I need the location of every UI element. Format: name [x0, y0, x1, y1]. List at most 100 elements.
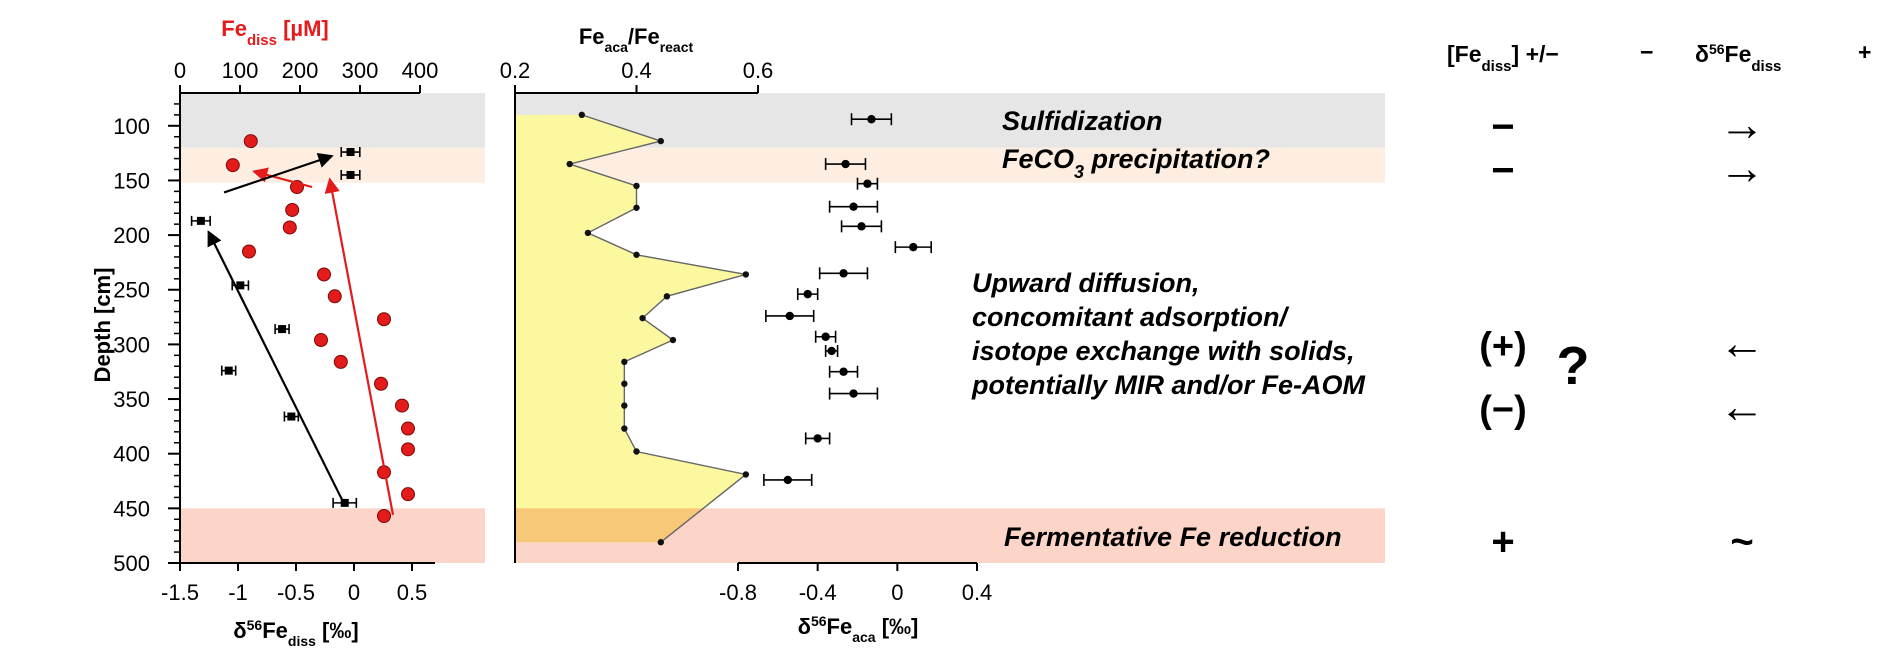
zone-band-right-1 — [515, 147, 1385, 183]
ratio-point — [621, 380, 628, 387]
fe-diss-point — [374, 376, 388, 391]
ratio-point — [663, 293, 671, 300]
summary-fe-symbol-1: − — [1491, 149, 1514, 193]
summary-rows: − → − → (+) ← (−) ← + ~ — [1479, 98, 1765, 564]
fe-diss-point — [395, 398, 409, 413]
fe-diss-point — [243, 134, 258, 149]
data-marks — [190, 111, 932, 546]
fe-diss-point — [282, 220, 297, 235]
zone-band-left-0 — [180, 93, 485, 148]
d56-aca-axis-title: δ56Feaca [‰] — [798, 613, 919, 645]
d56aca-point — [863, 179, 872, 188]
summary-question: ? — [1557, 336, 1590, 396]
fe-diss-axis-title: Fediss [µM] — [221, 16, 328, 49]
fe-diss-point — [377, 312, 391, 327]
zone-band-left-1 — [180, 147, 485, 183]
d56aca-point — [785, 311, 794, 321]
ratio-point — [584, 229, 592, 237]
d56diss-tick-label: 0.5 — [397, 580, 428, 605]
d56diss-point — [278, 325, 287, 334]
trend-arrow-0 — [324, 177, 395, 516]
summary-delta-symbol-1: → — [1719, 142, 1765, 194]
d56diss-tick-label: -0.5 — [277, 580, 315, 605]
d56diss-tick-label: -1.5 — [161, 580, 199, 605]
fe-diss-point — [317, 267, 331, 282]
d56diss-point — [346, 148, 355, 157]
fe-diss-point — [242, 244, 256, 259]
depth-tick-label: 400 — [113, 442, 150, 467]
d56aca-point — [849, 202, 858, 211]
depth-tick-label: 250 — [113, 278, 150, 303]
d56diss-point — [236, 281, 245, 290]
ratio-point — [669, 336, 677, 344]
d56diss-tick-label: -1 — [228, 580, 248, 605]
zone-label-upward-2: concomitant adsorption/ — [972, 302, 1290, 332]
fe-diss-point — [327, 289, 342, 304]
fe-ratio-axis-title: Feaca/Fereact — [579, 24, 694, 55]
fe-tick-label: 400 — [402, 58, 439, 83]
depth-axis-title: Depth [cm] — [90, 268, 115, 383]
d56diss-tick-label: 0 — [348, 580, 360, 605]
ratio-point — [633, 182, 640, 190]
d56diss-point — [196, 216, 205, 225]
fe-tick-label: 0 — [174, 58, 186, 83]
ratio-point — [639, 314, 646, 322]
d56aca-tick-label: 0.4 — [962, 580, 993, 605]
ratio-tick-label: 0.6 — [743, 58, 774, 83]
ratio-point — [657, 539, 664, 546]
fe-diss-point — [333, 354, 348, 369]
ratio-tick-label: 0.2 — [500, 58, 531, 83]
d56diss-point — [287, 412, 296, 421]
summary-header-delta: δ56Fediss — [1695, 41, 1781, 75]
summary-header-minus: − — [1640, 39, 1653, 65]
d56aca-point — [827, 346, 836, 356]
d56diss-point — [224, 366, 233, 375]
d56aca-point — [849, 389, 858, 398]
trend-arrow-2 — [207, 230, 346, 506]
ratio-point — [633, 251, 640, 258]
fe-diss-point — [225, 158, 240, 173]
depth-tick-label: 500 — [113, 551, 150, 576]
depth-tick-label: 150 — [113, 168, 150, 193]
d56aca-tick-label: -0.8 — [719, 580, 757, 605]
ratio-point — [566, 160, 573, 168]
d56-aca-axis: -0.8 -0.4 0 0.4 — [719, 562, 993, 605]
d56aca-point — [803, 289, 812, 299]
ratio-point — [742, 471, 750, 478]
fe-diss-point — [285, 202, 300, 217]
ratio-point — [621, 402, 628, 409]
zone-label-upward-4: potentially MIR and/or Fe-AOM — [971, 370, 1366, 400]
d56-diss-axis: -1.5 -1 -0.5 0 0.5 — [161, 562, 435, 605]
d56aca-tick-label: 0 — [891, 580, 903, 605]
zone-label-feco3: FeCO3 precipitation? — [1002, 144, 1270, 182]
d56aca-point — [783, 475, 792, 485]
zone-label-upward-3: isotope exchange with solids, — [972, 336, 1355, 366]
summary-delta-symbol-4: ~ — [1730, 520, 1753, 564]
trend-arrows — [207, 153, 395, 516]
d56-diss-axis-title: δ56Fediss [‰] — [233, 617, 358, 649]
summary-header-plus: + — [1858, 39, 1871, 65]
d56aca-point — [857, 222, 866, 231]
ratio-point — [621, 358, 628, 366]
d56aca-point — [813, 434, 822, 443]
d56diss-point — [346, 170, 355, 179]
fe-tick-label: 200 — [282, 58, 319, 83]
summary-fe-symbol-2: (+) — [1479, 325, 1527, 367]
zone-bands — [180, 93, 1385, 563]
d56aca-point — [821, 332, 830, 341]
depth-axis: 100 150 200 250 300 350 400 450 500 — [113, 93, 181, 576]
summary-fe-symbol-0: − — [1491, 105, 1514, 149]
ratio-point — [621, 425, 628, 432]
summary-fe-symbol-4: + — [1491, 520, 1514, 564]
fe-diss-axis: 0 100 200 300 400 — [174, 58, 439, 94]
zone-label-upward-1: Upward diffusion, — [972, 268, 1200, 298]
trend-arrow-1 — [252, 167, 313, 189]
depth-tick-label: 350 — [113, 387, 150, 412]
fe-diss-point — [314, 333, 328, 348]
d56aca-point — [841, 159, 850, 169]
d56aca-tick-label: -0.4 — [799, 580, 837, 605]
ratio-point — [657, 137, 664, 145]
depth-tick-label: 300 — [113, 332, 150, 357]
fe-diss-point — [377, 509, 391, 523]
fe-diss-point — [401, 442, 415, 457]
